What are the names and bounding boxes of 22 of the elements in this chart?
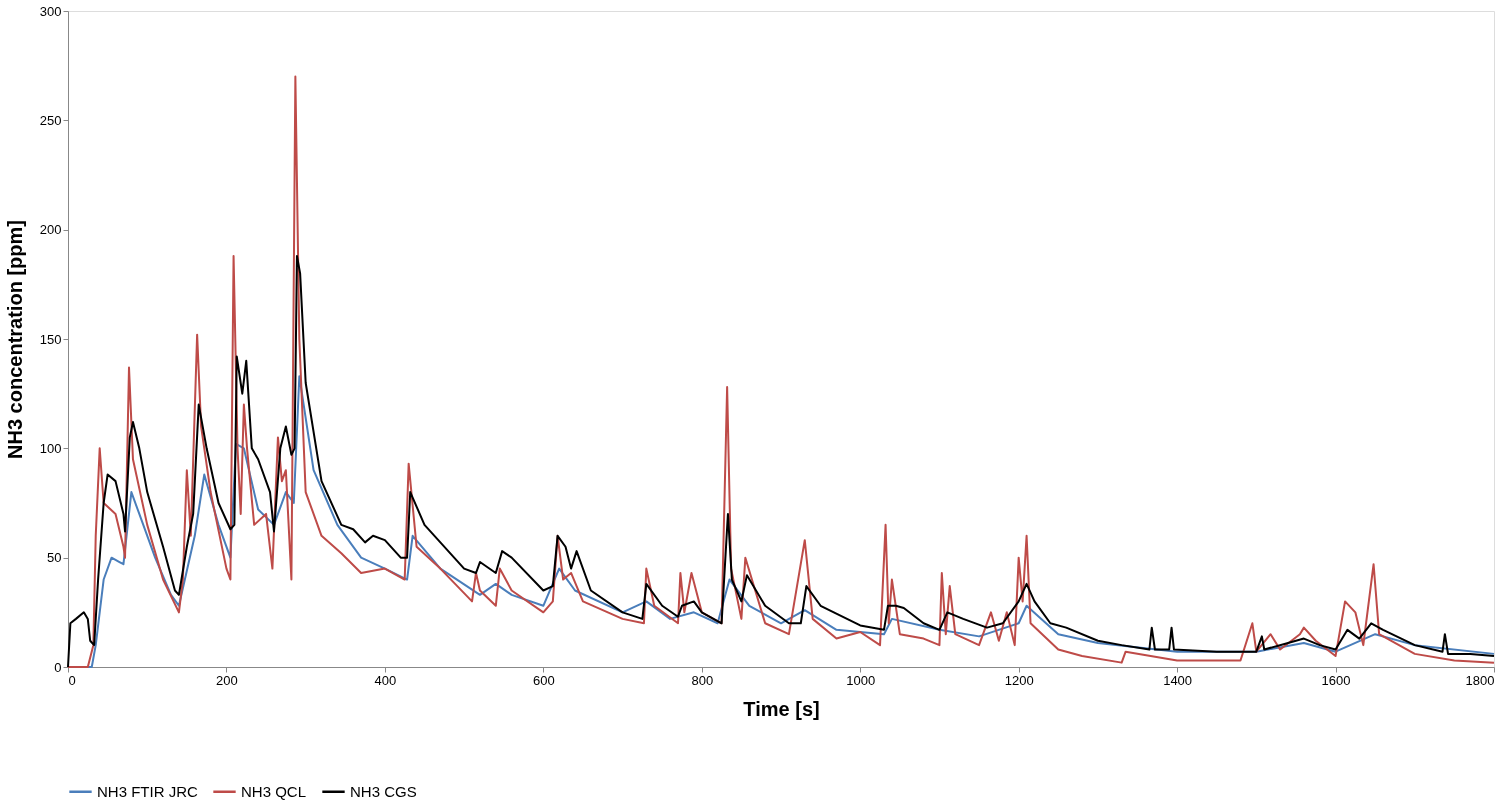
y-tick-label: 300 [39,3,62,19]
y-tick-label: 250 [39,112,62,128]
y-tick-label: 150 [39,331,62,347]
legend-label: NH3 FTIR JRC [97,782,198,800]
x-tick-label: 1600 [1321,672,1351,688]
y-tick-label: 200 [39,222,62,238]
x-tick-label: 800 [691,672,714,688]
x-tick-label: 1000 [846,672,876,688]
x-tick-label: 200 [216,672,238,688]
y-tick-label: 50 [47,550,62,566]
y-tick-label: 0 [54,659,62,675]
x-tick-label: 600 [532,672,555,688]
x-tick-label: 400 [374,672,397,688]
legend-label: NH3 CGS [350,782,417,800]
y-axis-title: NH3 concentration [ppm] [3,220,26,459]
x-tick-label: 1800 [1465,672,1495,688]
x-axis-title: Time [s] [743,697,820,720]
y-tick-label: 100 [39,440,62,456]
x-tick-label: 0 [68,672,76,688]
x-tick-label: 1200 [1004,672,1034,688]
x-tick-label: 1400 [1163,672,1193,688]
legend-label: NH3 QCL [241,782,307,800]
